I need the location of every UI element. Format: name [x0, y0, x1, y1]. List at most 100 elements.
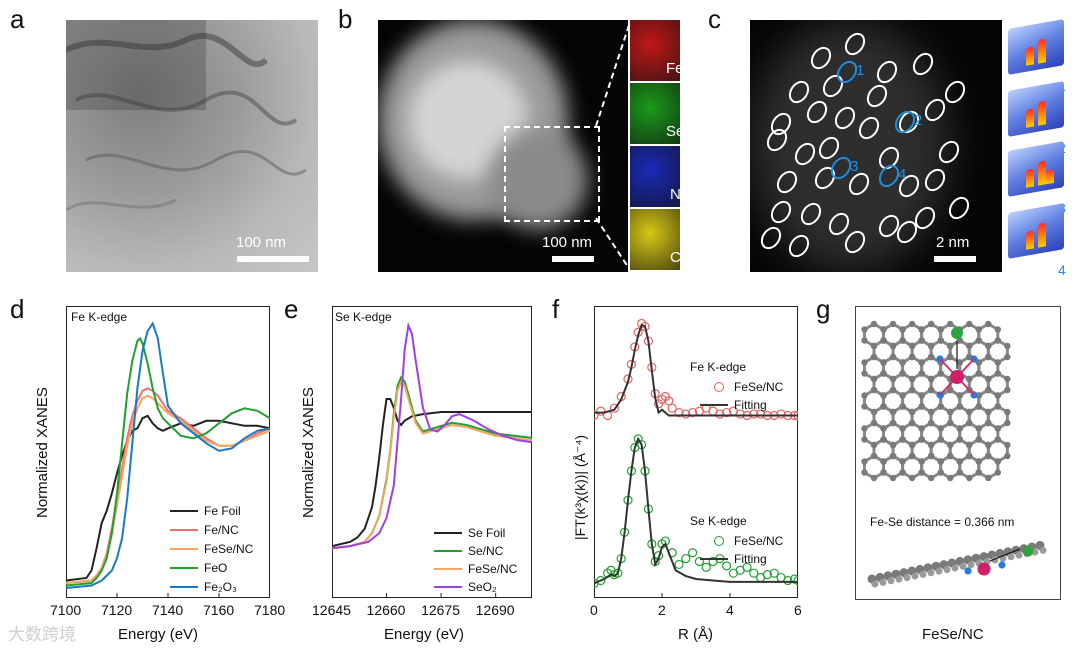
carbon-atom [880, 403, 887, 410]
scale-bar-c [934, 256, 976, 262]
atom-marker [944, 193, 974, 223]
carbon-atom [966, 419, 973, 427]
carbon-atom [956, 337, 963, 344]
x-tick-label: 12675 [421, 602, 461, 618]
data-point [674, 559, 684, 570]
side-carbon-atom [871, 580, 879, 588]
carbon-atom [861, 326, 868, 333]
x-tick-label: 2 [658, 602, 666, 618]
carbon-atom [899, 359, 906, 366]
series-line [331, 321, 533, 550]
legend-label: Fe₂O₃ [204, 580, 237, 594]
carbon-atom [870, 474, 878, 482]
structure-model: Fe-Se distance = 0.366 nm [855, 306, 1061, 600]
se-atom [951, 327, 963, 339]
x-tick-label: 7160 [203, 602, 235, 618]
carbon-atom [956, 403, 963, 410]
x-tick-label: 12690 [475, 602, 515, 618]
carbon-atom [994, 469, 1002, 476]
carbon-atom [870, 353, 878, 361]
legend-swatch [170, 567, 198, 569]
legend-label: Fitting [734, 398, 767, 412]
side-carbon-atom [911, 572, 919, 580]
series-points [589, 434, 803, 588]
side-carbon-atom [927, 569, 935, 577]
chart-f-xlabel: R (Å) [678, 626, 713, 643]
carbon-atom [966, 320, 973, 328]
carbon-atom [889, 342, 897, 350]
panel-label-b: b [338, 4, 353, 34]
series-line [331, 379, 533, 550]
data-point [694, 556, 705, 567]
data-point [681, 409, 691, 419]
data-point [687, 407, 698, 418]
legend-label: Fe/NC [204, 523, 239, 537]
profile-peak [1038, 160, 1046, 186]
carbon-atom [975, 458, 982, 465]
carbon-atom [937, 458, 944, 465]
carbon-atom [908, 386, 916, 394]
carbon-atom [870, 375, 878, 383]
site-label: 4 [898, 166, 907, 183]
data-point [664, 396, 674, 406]
data-point [722, 561, 732, 571]
x-tick-label: 12660 [366, 602, 406, 618]
carbon-atom [966, 408, 973, 416]
chart-d-xlabel: Energy (eV) [118, 626, 199, 643]
legend-label: FeSe/NC [734, 534, 784, 548]
carbon-atom [966, 375, 973, 383]
side-carbon-atom [959, 562, 967, 570]
carbon-atom [947, 320, 954, 328]
series-line [331, 375, 533, 550]
carbon-atom [889, 353, 897, 361]
side-carbon-atom [1039, 546, 1047, 554]
data-point [756, 409, 766, 419]
carbon-atom [966, 342, 973, 350]
carbon-atom [899, 469, 906, 476]
legend-swatch [434, 568, 462, 570]
carbon-atom [947, 419, 954, 427]
carbon-atom [861, 436, 868, 443]
fe-atom [950, 370, 964, 384]
carbon-atom [947, 408, 954, 416]
profile-tile [1008, 203, 1064, 259]
carbon-atom [975, 425, 982, 432]
legend-swatch [170, 586, 198, 588]
x-tick-label: 4 [726, 602, 734, 618]
panel-label-a: a [10, 4, 25, 34]
carbon-atom [994, 458, 1002, 465]
carbon-atom [899, 403, 906, 410]
carbon-atom [994, 337, 1002, 344]
carbon-atom [899, 392, 906, 399]
data-point [609, 403, 619, 413]
legend-label: Fitting [734, 552, 767, 566]
element-map-n [630, 146, 680, 207]
carbon-atom [947, 474, 954, 482]
carbon-atom [927, 408, 935, 416]
carbon-atom [937, 469, 944, 476]
scale-bar-a [237, 256, 309, 262]
carbon-atom [870, 320, 878, 328]
x-tick-label: 0 [590, 602, 598, 618]
side-carbon-atom [943, 566, 951, 574]
carbon-atom [994, 359, 1002, 366]
legend-label: FeSe/NC [734, 380, 784, 394]
x-tick-label: 7180 [254, 602, 286, 618]
carbon-atom [880, 359, 887, 366]
carbon-atom [937, 337, 944, 344]
carbon-atom [956, 425, 963, 432]
carbon-atom [985, 452, 992, 460]
carbon-atom [899, 436, 906, 443]
carbon-atom [994, 326, 1002, 333]
plot-frame [332, 306, 532, 598]
element-map-label: C [670, 249, 681, 266]
carbon-atom [966, 441, 973, 449]
carbon-atom [927, 342, 935, 350]
carbon-atom [918, 403, 925, 410]
carbon-atom [947, 441, 954, 449]
carbon-atom [918, 370, 925, 377]
data-point [715, 409, 725, 419]
carbon-atom [927, 419, 935, 427]
panel-label-d: d [10, 294, 25, 324]
carbon-atom [927, 441, 935, 449]
